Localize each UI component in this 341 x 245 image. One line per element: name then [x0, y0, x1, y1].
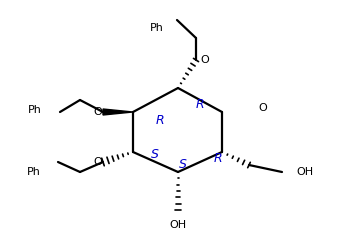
- Text: O: O: [93, 157, 102, 167]
- Text: R: R: [196, 98, 204, 111]
- Text: O: O: [201, 55, 209, 65]
- Text: O: O: [93, 107, 102, 117]
- Text: S: S: [179, 159, 187, 172]
- Text: Ph: Ph: [27, 167, 41, 177]
- Text: O: O: [258, 103, 267, 113]
- Text: OH: OH: [296, 167, 314, 177]
- Text: S: S: [151, 148, 159, 161]
- Text: R: R: [156, 113, 164, 126]
- Text: Ph: Ph: [150, 23, 164, 33]
- Text: R: R: [214, 151, 222, 164]
- Text: Ph: Ph: [28, 105, 42, 115]
- Polygon shape: [103, 109, 133, 115]
- Text: OH: OH: [169, 220, 187, 230]
